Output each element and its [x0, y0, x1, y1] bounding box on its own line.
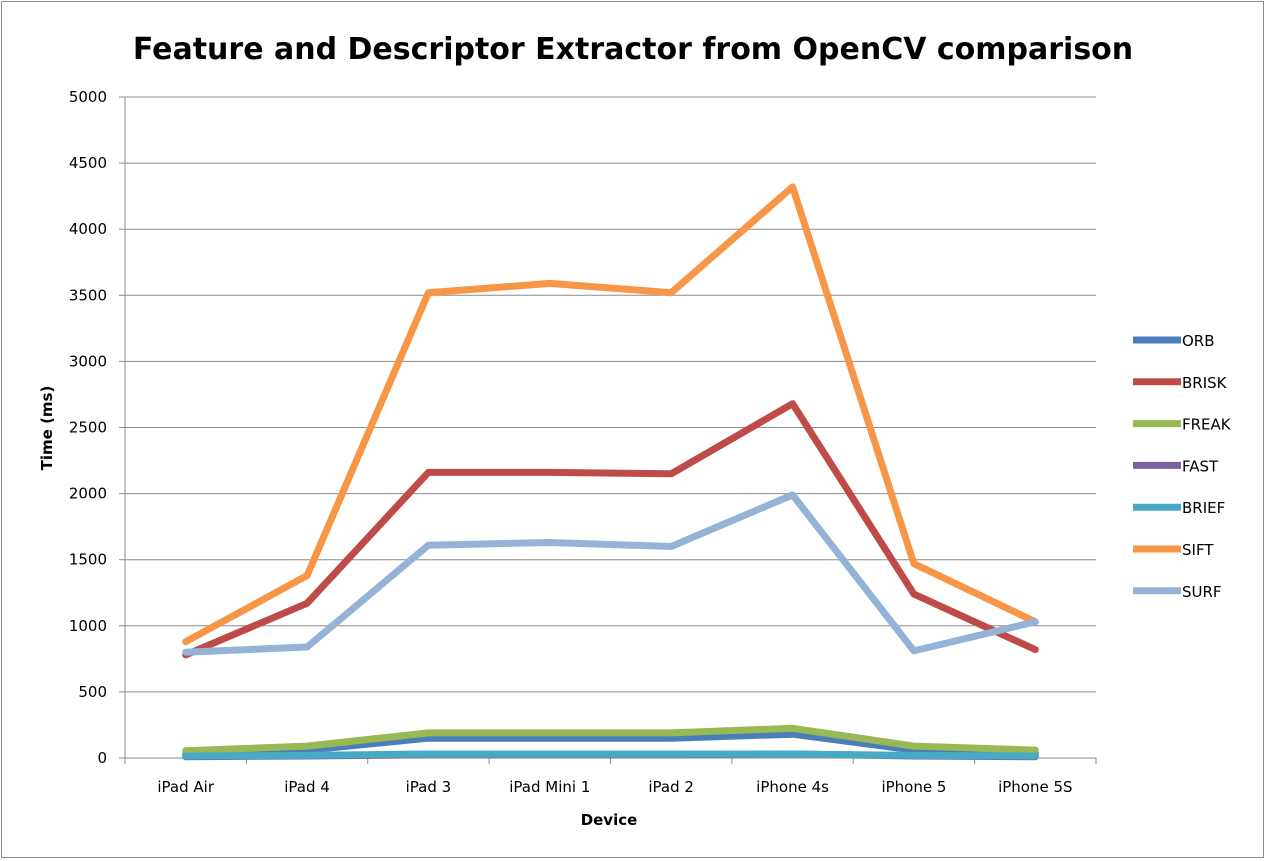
legend-item-brief: BRIEF	[1133, 499, 1225, 517]
x-tick-label: iPad Mini 1	[509, 778, 590, 796]
series-line-sift	[182, 183, 1039, 646]
x-tick-label: iPad 2	[648, 778, 694, 796]
series-lines	[182, 183, 1039, 761]
y-tick-labels: 0 500 1000 1500 2000 2500 3000 3500 4000 4500 5000	[69, 88, 107, 767]
legend: ORB BRISK FREAK FAST BRIEF SIFT SURF	[1133, 332, 1232, 601]
legend-label: BRISK	[1182, 374, 1228, 392]
series-line-surf	[182, 491, 1039, 656]
series-line-orb	[182, 730, 1039, 758]
legend-item-sift: SIFT	[1133, 541, 1214, 559]
x-tick-label: iPad 3	[406, 778, 452, 796]
y-tick-label: 1500	[69, 551, 107, 569]
legend-item-freak: FREAK	[1133, 416, 1232, 434]
y-tick-label: 2000	[69, 485, 107, 503]
chart-title: Feature and Descriptor Extractor from Op…	[133, 32, 1133, 67]
series-line-freak	[182, 724, 1039, 755]
series-line-brisk	[182, 400, 1039, 659]
y-tick-label: 0	[97, 749, 107, 767]
x-tick-label: iPad 4	[284, 778, 330, 796]
legend-item-brisk: BRISK	[1133, 374, 1228, 392]
x-tick-labels: iPad Air iPad 4 iPad 3 iPad Mini 1 iPad 2 iPh…	[157, 778, 1072, 796]
x-tick-label: iPhone 5S	[998, 778, 1072, 796]
series-line-brief	[182, 750, 1039, 760]
grid-lines	[119, 96, 1096, 759]
y-tick-label: 3500	[69, 286, 107, 304]
x-tick-label: iPhone 4s	[756, 778, 829, 796]
y-tick-label: 4000	[69, 220, 107, 238]
y-tick-label: 500	[78, 683, 107, 701]
y-tick-label: 4500	[69, 154, 107, 172]
axes	[124, 97, 1097, 764]
legend-item-orb: ORB	[1133, 332, 1215, 350]
legend-label: SURF	[1182, 583, 1222, 601]
legend-label: FAST	[1182, 457, 1219, 475]
y-tick-label: 5000	[69, 88, 107, 106]
y-tick-label: 2500	[69, 419, 107, 437]
x-tick-label: iPad Air	[157, 778, 214, 796]
y-tick-label: 3000	[69, 352, 107, 370]
legend-label: SIFT	[1182, 541, 1214, 559]
legend-label: ORB	[1182, 332, 1215, 350]
x-axis-label: Device	[581, 811, 638, 829]
x-tick-label: iPhone 5	[881, 778, 946, 796]
legend-item-surf: SURF	[1133, 583, 1222, 601]
y-tick-label: 1000	[69, 617, 107, 635]
legend-label: FREAK	[1182, 416, 1232, 434]
legend-item-fast: FAST	[1133, 457, 1219, 475]
legend-label: BRIEF	[1182, 499, 1225, 517]
y-axis-label: Time (ms)	[38, 386, 56, 471]
